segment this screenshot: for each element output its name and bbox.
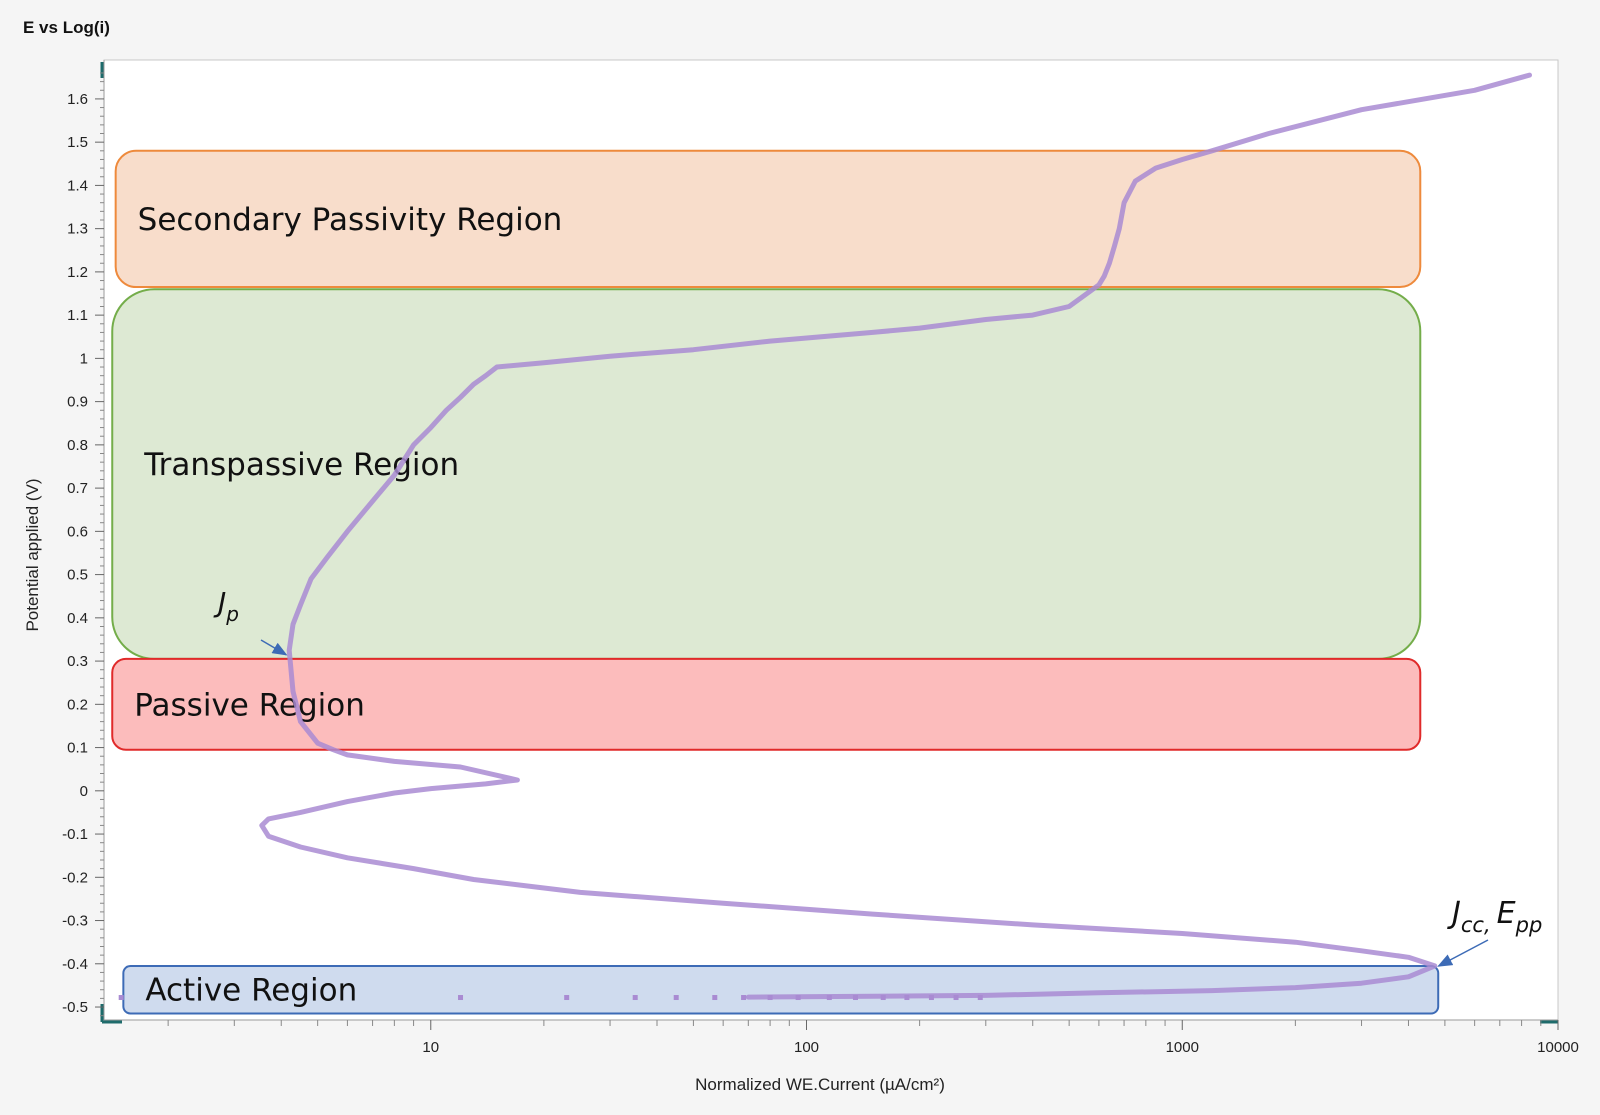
passive-region-box xyxy=(111,657,1422,751)
y-tick-label: 1 xyxy=(80,350,88,367)
data-point xyxy=(852,995,858,1001)
y-tick-label: 1.2 xyxy=(67,264,88,281)
axes-layer: 1.6 1.5 1.4 1.3 1.2 1.1 1 0.9 0.8 0.7 0.6 0.5 0.4 0.3… xyxy=(62,60,1579,1056)
data-point xyxy=(880,995,886,1001)
data-point xyxy=(795,995,801,1001)
y-tick-label: 0.9 xyxy=(67,394,88,411)
y-tick-label: -0.3 xyxy=(62,913,88,930)
x-tick-label: 10000 xyxy=(1537,1039,1579,1056)
y-tick-label: 0.7 xyxy=(67,480,88,497)
data-point xyxy=(904,995,910,1001)
y-axis-title: Potential applied (V) xyxy=(23,478,42,631)
y-tick-label: 0.6 xyxy=(67,523,88,540)
y-tick-label: -0.4 xyxy=(62,956,88,973)
data-point xyxy=(977,995,983,1001)
data-point xyxy=(564,995,570,1001)
data-point xyxy=(118,995,124,1001)
x-axis-title: Normalized WE.Current (µA/cm²) xyxy=(695,1075,945,1094)
jp-annotation-arrow xyxy=(260,639,288,656)
jp-annotation-subscript: p xyxy=(225,602,239,626)
active-region-box xyxy=(122,964,1440,1015)
y-tick-label: 1.4 xyxy=(67,177,88,194)
jcc-annotation-subscript: cc, xyxy=(1461,913,1491,937)
y-tick-label: 0.8 xyxy=(67,437,88,454)
data-point xyxy=(826,995,832,1001)
y-tick-label: 0.4 xyxy=(67,610,88,627)
data-point xyxy=(673,995,679,1001)
transpassive-region-label: Transpassive Region xyxy=(143,447,459,483)
y-tick-label: 1.6 xyxy=(67,91,88,108)
data-point xyxy=(632,995,638,1001)
active-region-label: Active Region xyxy=(145,973,357,1009)
x-tick-label: 1000 xyxy=(1166,1039,1199,1056)
data-point xyxy=(741,995,747,1001)
passive-region-label: Passive Region xyxy=(134,687,365,723)
chart-window-title: E vs Log(i) xyxy=(23,18,110,37)
y-tick-label: 0.3 xyxy=(67,653,88,670)
data-point xyxy=(953,995,959,1001)
epp-annotation-subscript: pp xyxy=(1515,913,1543,937)
secondary-passivity-region-label: Secondary Passivity Region xyxy=(138,202,563,238)
x-tick-label: 100 xyxy=(794,1039,819,1056)
data-point xyxy=(712,995,718,1001)
y-tick-label: -0.2 xyxy=(62,869,88,886)
y-tick-label: 0.1 xyxy=(67,740,88,757)
x-tick-label: 10 xyxy=(422,1039,439,1056)
y-tick-label: 1.5 xyxy=(67,134,88,151)
y-tick-label: 1.3 xyxy=(67,221,88,238)
curve-layer xyxy=(118,72,1532,1001)
regions-layer: Secondary Passivity Region Transpassive R… xyxy=(111,149,1440,1015)
y-tick-label: 1.1 xyxy=(67,307,88,324)
data-point xyxy=(458,995,464,1001)
jcc-epp-annotation-arrow xyxy=(1437,939,1489,967)
data-point xyxy=(928,995,934,1001)
data-point xyxy=(767,995,773,1001)
y-tick-label: 0.2 xyxy=(67,696,88,713)
y-tick-label: 0 xyxy=(80,783,88,800)
secondary-passivity-region-box xyxy=(114,149,1422,289)
y-tick-label: -0.5 xyxy=(62,999,88,1016)
epp-annotation-main: E xyxy=(1497,896,1516,931)
y-tick-label: 0.5 xyxy=(67,567,88,584)
y-tick-label: -0.1 xyxy=(62,826,88,843)
series-line xyxy=(259,72,1532,1000)
